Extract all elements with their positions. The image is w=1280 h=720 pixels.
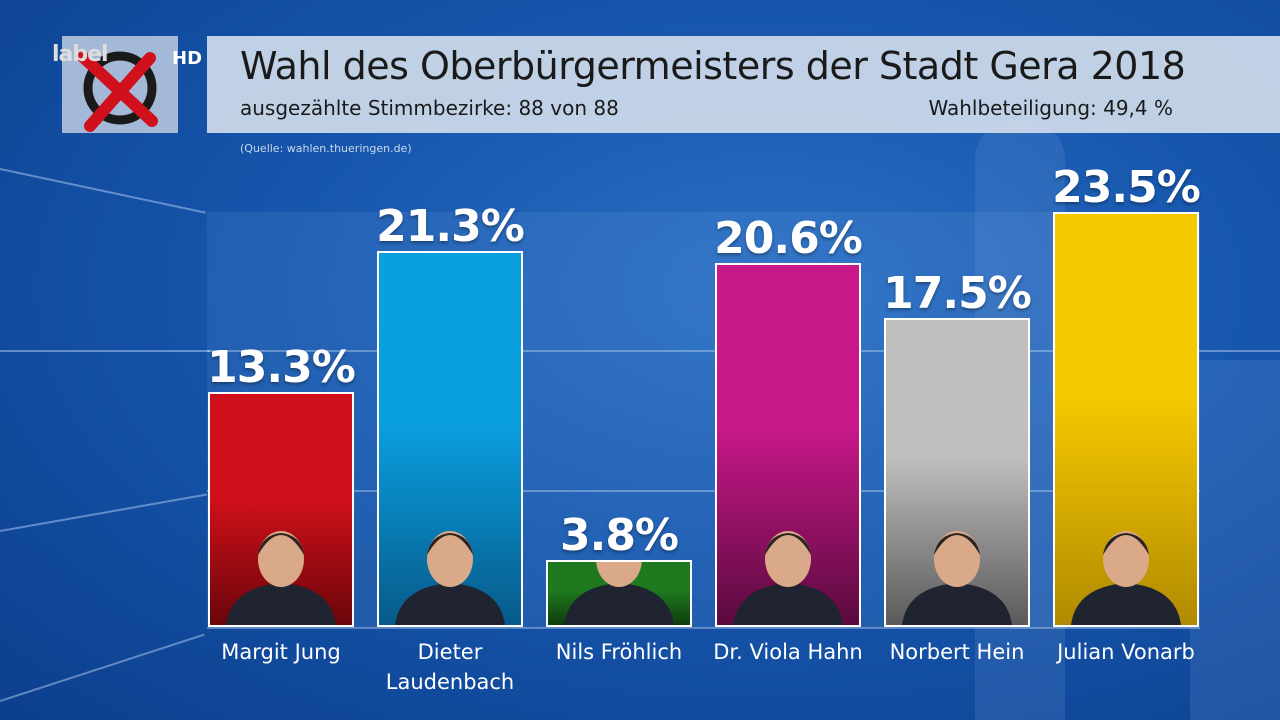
value-label: 17.5% xyxy=(883,268,1032,319)
portrait-head xyxy=(258,531,304,587)
turnout-text: Wahlbeteiligung: 49,4 % xyxy=(928,96,1173,120)
candidate-portrait xyxy=(395,531,505,625)
hd-badge: HD xyxy=(172,48,203,69)
value-label: 23.5% xyxy=(1052,162,1201,213)
portrait-body xyxy=(395,583,505,625)
category-label: Dieter Laudenbach xyxy=(385,640,515,694)
candidate-portrait xyxy=(226,531,336,625)
portrait-hair xyxy=(1103,533,1149,555)
portrait-hair xyxy=(427,533,473,555)
candidate-portrait xyxy=(733,531,843,625)
category-label: Julian Vonarb xyxy=(1057,640,1195,664)
category-label: Nils Fröhlich xyxy=(555,640,683,664)
value-label: 3.8% xyxy=(559,510,679,561)
brand-logo-text: label xyxy=(52,42,109,67)
page-title: Wahl des Oberbürgermeisters der Stadt Ge… xyxy=(240,44,1186,88)
background-line xyxy=(1200,350,1280,352)
header-panel xyxy=(207,36,1280,133)
ballot-cross-icon xyxy=(76,50,158,132)
source-note: (Quelle: wahlen.thueringen.de) xyxy=(240,142,412,155)
value-label: 20.6% xyxy=(714,213,863,264)
background-line xyxy=(0,350,210,352)
candidate-portrait xyxy=(1071,531,1181,625)
background-building xyxy=(1190,360,1280,720)
portrait-hair xyxy=(258,533,304,555)
background-line xyxy=(0,493,207,532)
candidate-portrait xyxy=(902,531,1012,625)
gridline xyxy=(207,627,1200,629)
background-line xyxy=(0,168,206,214)
value-label: 13.3% xyxy=(207,342,356,393)
category-label: Norbert Hein xyxy=(889,640,1025,664)
portrait-body xyxy=(1071,583,1181,625)
background-line xyxy=(0,633,205,702)
portrait-body xyxy=(902,583,1012,625)
portrait-head xyxy=(1103,531,1149,587)
precinct-count: ausgezählte Stimmbezirke: 88 von 88 xyxy=(240,96,619,120)
portrait-body xyxy=(733,583,843,625)
portrait-body xyxy=(564,583,674,625)
portrait-hair xyxy=(934,533,980,555)
category-label: Dr. Viola Hahn xyxy=(713,640,863,664)
plot-area xyxy=(207,212,1200,628)
portrait-head xyxy=(934,531,980,587)
candidate-portrait xyxy=(564,562,674,625)
portrait-head xyxy=(427,531,473,587)
ballot-logo xyxy=(62,36,178,133)
category-label: Margit Jung xyxy=(221,640,341,664)
value-label: 21.3% xyxy=(376,201,525,252)
gridline xyxy=(207,350,1200,352)
portrait-head xyxy=(765,531,811,587)
portrait-head xyxy=(596,562,642,587)
gridline xyxy=(207,490,1200,492)
portrait-hair xyxy=(765,533,811,555)
portrait-body xyxy=(226,583,336,625)
